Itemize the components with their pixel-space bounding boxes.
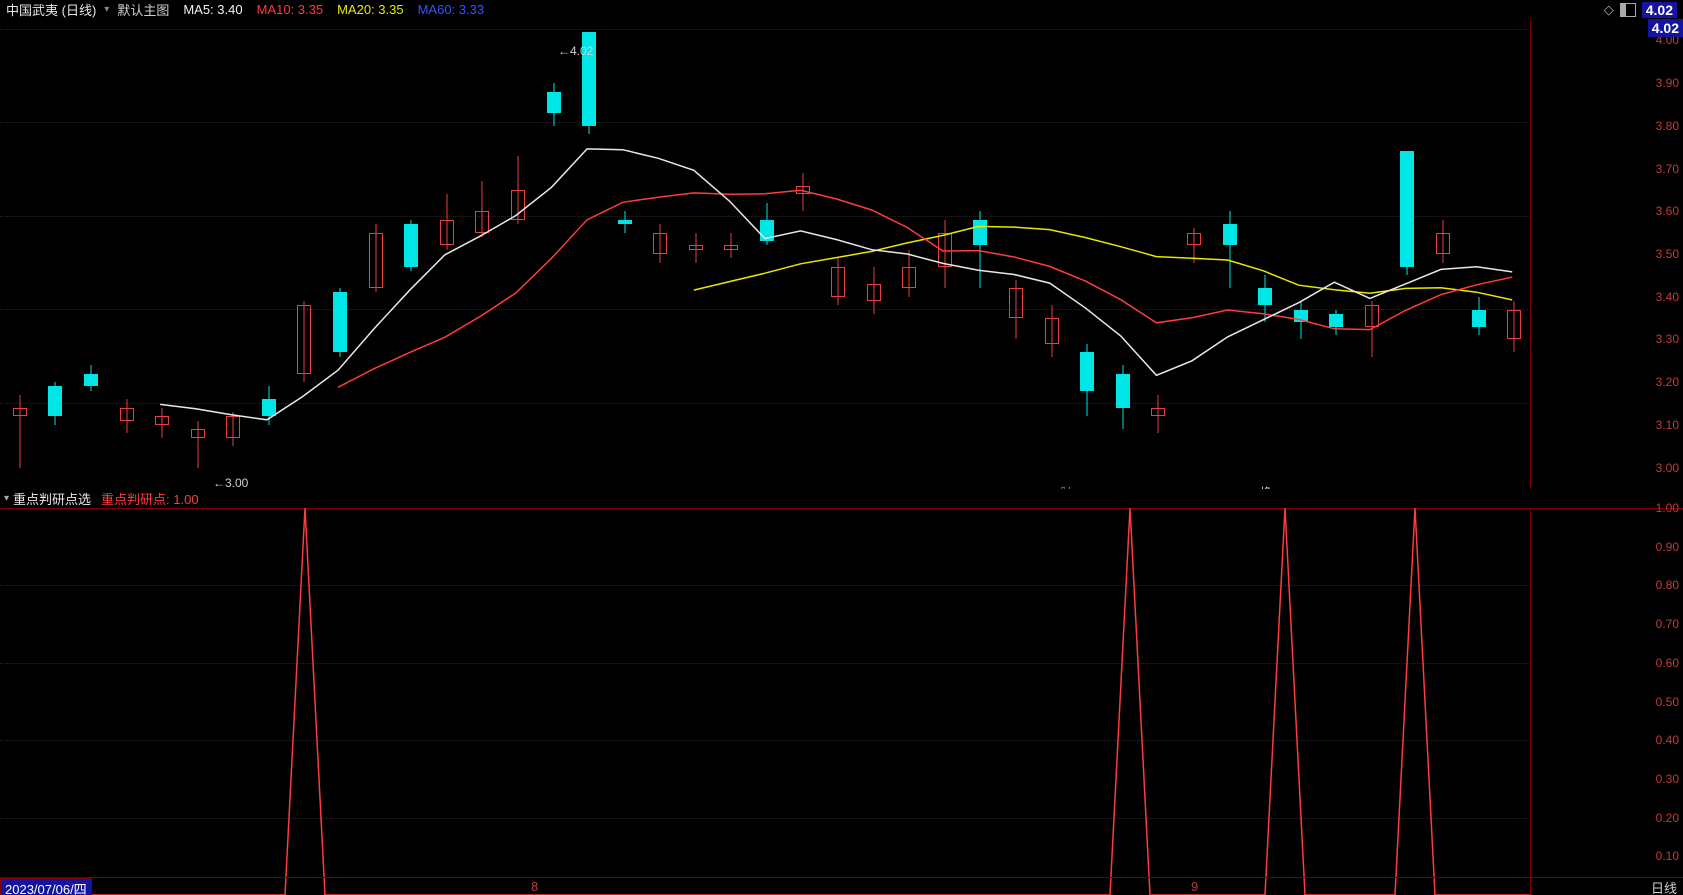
axis-tick-3.20: 3.20 [1656, 375, 1679, 389]
indicator-axis-right[interactable]: 1.00 0.90 0.80 0.70 0.60 0.50 0.40 0.30 0.20 0.10 [1530, 508, 1683, 895]
indicator-header: ▾ 重点判研点选 重点判研点: 1.00 [0, 489, 1683, 509]
current-date-badge: 2023/07/06/四 [0, 878, 92, 895]
time-axis-label-8: 8 [531, 879, 538, 894]
indicator-axis-tick-0.20: 0.20 [1656, 811, 1679, 825]
kline-chart-app: 中国武夷 (日线) ▾ 默认主图 MA5: 3.40 MA10: 3.35 MA… [0, 0, 1683, 895]
chart-header: 中国武夷 (日线) ▾ 默认主图 MA5: 3.40 MA10: 3.35 MA… [0, 0, 1683, 19]
axis-tick-3.60: 3.60 [1656, 204, 1679, 218]
price-chart-area[interactable]: ←4.02 ←3.00 财 橡 [0, 19, 1530, 490]
axis-tick-3.50: 3.50 [1656, 247, 1679, 261]
high-price-annotation: ←4.02 [558, 44, 593, 58]
indicator-axis-tick-0.40: 0.40 [1656, 733, 1679, 747]
grid-line [0, 403, 1530, 404]
indicator-name-label[interactable]: 重点判研点选 [13, 489, 91, 508]
grid-line [0, 29, 1530, 30]
time-axis[interactable]: 2023/07/06/四 8 9 日线 [0, 877, 1683, 895]
axis-tick-3.00: 3.00 [1656, 461, 1679, 475]
ma5-label: MA5: 3.40 [183, 2, 242, 17]
indicator-axis-tick-0.90: 0.90 [1656, 540, 1679, 554]
price-axis-right[interactable]: 4.00 3.90 3.80 3.70 3.60 3.50 3.40 3.30 3.20 3.10… [1530, 19, 1683, 489]
indicator-axis-tick-0.10: 0.10 [1656, 849, 1679, 863]
axis-tick-3.30: 3.30 [1656, 332, 1679, 346]
time-axis-label-9: 9 [1191, 879, 1198, 894]
low-price-annotation: ←3.00 [213, 476, 248, 490]
ma10-label: MA10: 3.35 [257, 2, 324, 17]
indicator-axis-tick-0.60: 0.60 [1656, 656, 1679, 670]
axis-tick-3.40: 3.40 [1656, 290, 1679, 304]
ma60-label: MA60: 3.33 [418, 2, 485, 17]
stock-name-label: 中国武夷 (日线) [6, 0, 96, 19]
indicator-chart-area[interactable] [0, 508, 1530, 895]
indicator-line-chart [0, 508, 1530, 895]
ma20-label: MA20: 3.35 [337, 2, 404, 17]
last-price-badge: 4.02 [1648, 19, 1683, 37]
indicator-collapse-icon[interactable]: ▾ [4, 493, 9, 504]
indicator-axis-tick-0.30: 0.30 [1656, 772, 1679, 786]
axis-tick-3.80: 3.80 [1656, 119, 1679, 133]
panel-name-label[interactable]: 默认主图 [117, 0, 169, 19]
axis-tick-3.70: 3.70 [1656, 162, 1679, 176]
indicator-axis-tick-0.80: 0.80 [1656, 578, 1679, 592]
period-label[interactable]: 日线 [1645, 878, 1683, 895]
indicator-value-label: 重点判研点: 1.00 [101, 489, 199, 508]
grid-line [0, 216, 1530, 217]
indicator-panel[interactable]: ▾ 重点判研点选 重点判研点: 1.00 1.00 0.90 0.80 0.70 0.6… [0, 489, 1683, 895]
indicator-axis-tick-1.00: 1.00 [1656, 501, 1679, 515]
stock-dropdown-icon[interactable]: ▾ [104, 4, 109, 15]
axis-tick-3.10: 3.10 [1656, 418, 1679, 432]
grid-line [0, 122, 1530, 123]
axis-tick-3.90: 3.90 [1656, 76, 1679, 90]
indicator-axis-tick-0.50: 0.50 [1656, 695, 1679, 709]
indicator-axis-tick-0.70: 0.70 [1656, 617, 1679, 631]
